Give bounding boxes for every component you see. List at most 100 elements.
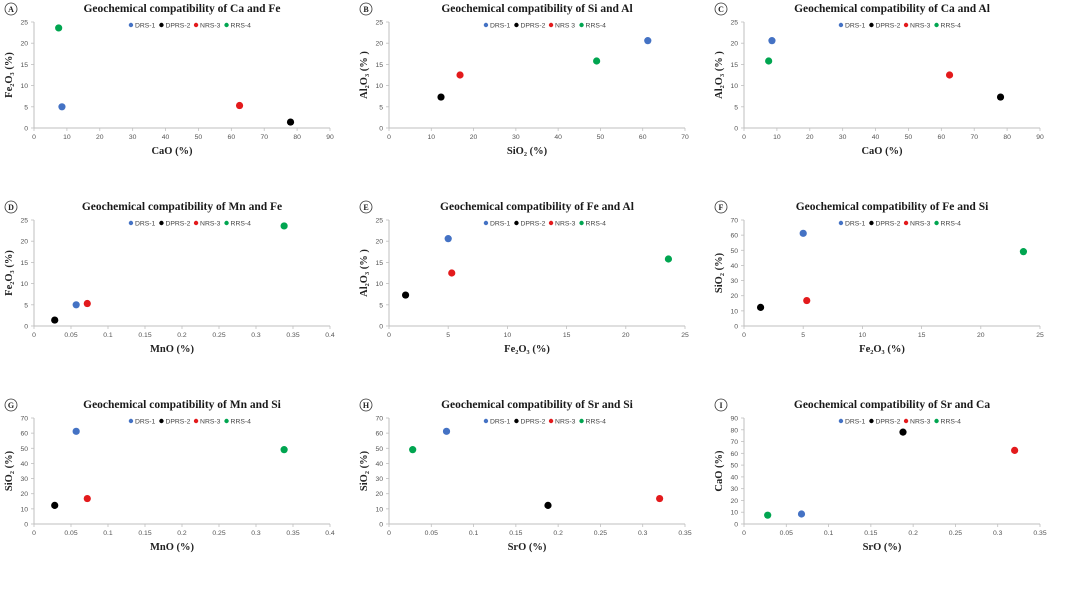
legend-label: NRS-3 (910, 221, 931, 228)
y-tick-label: 70 (730, 439, 738, 446)
legend-label: RRS-4 (231, 221, 252, 228)
data-point-rrs-4 (280, 222, 288, 230)
legend-marker (193, 22, 199, 28)
y-tick-label: 10 (730, 308, 738, 315)
x-tick-label: 15 (563, 332, 571, 339)
x-tick-label: 80 (293, 134, 301, 141)
panel-letter: D (4, 200, 18, 214)
legend-marker (579, 22, 584, 28)
data-point-nrs-3 (656, 494, 664, 503)
x-tick-label: 10 (504, 332, 512, 339)
chart-legend: DRS-1 DPRS-2 NRS-3 RRS-4 (838, 22, 961, 30)
data-point-nrs-3 (803, 296, 811, 305)
chart-svg: F Geochemical compatibility of Fe and Si D… (714, 200, 1044, 355)
chart-legend: DRS-1 DPRS-2 NRS-3 RRS-4 (838, 220, 962, 228)
legend-marker (548, 22, 554, 28)
legend-marker (548, 220, 554, 226)
panel-letter-text: H (363, 401, 370, 410)
chart-panel-g: G Geochemical compatibility of Mn and Si D… (0, 396, 355, 594)
legend-marker (934, 22, 939, 28)
panel-letter-circle (714, 398, 728, 412)
data-point-rrs-4 (280, 446, 288, 454)
legend-label: NRS-3 (910, 419, 931, 426)
panel-letter-text: A (8, 5, 14, 14)
y-tick-label: 5 (379, 302, 383, 309)
y-tick-label: 0 (734, 522, 738, 529)
panel-letter: F (714, 200, 728, 214)
y-axis-title: SiO₂ (%) (714, 252, 725, 293)
x-tick-label: 0.2 (553, 530, 563, 537)
y-tick-label: 20 (375, 41, 383, 48)
chart-svg: A Geochemical compatibility of Ca and Fe D… (4, 2, 334, 157)
x-tick-label: 10 (773, 134, 781, 141)
legend-label: RRS-4 (231, 419, 252, 426)
data-point-dprs-2 (544, 501, 552, 509)
data-point-dprs-2 (51, 501, 59, 509)
panel-letter-circle (359, 2, 373, 16)
x-axis-title: SrO (%) (863, 542, 902, 553)
chart-title: Geochemical compatibility of Fe and Si (796, 201, 989, 213)
x-tick-label: 0 (742, 332, 746, 339)
legend-label: DRS-1 (845, 419, 866, 426)
legend-label: DPRS-2 (875, 23, 900, 30)
x-tick-label: 70 (681, 134, 689, 141)
legend-marker (869, 220, 874, 226)
legend-label: NRS-3 (910, 23, 931, 30)
x-tick-label: 40 (872, 134, 880, 141)
panel-letter-text: G (8, 401, 14, 410)
legend-label: DPRS-2 (520, 419, 545, 426)
chart-title: Geochemical compatibility of Sr and Si (441, 399, 634, 411)
data-point-drs-1 (72, 427, 80, 435)
legend-label: DPRS-2 (875, 419, 900, 426)
y-axis-title: Al₂O₃ (% ) (359, 249, 370, 297)
y-tick-label: 0 (24, 324, 28, 331)
data-point-dprs-2 (51, 316, 59, 324)
chart-svg: C Geochemical compatibility of Ca and Al D… (714, 2, 1044, 157)
legend-label: NRS-3 (200, 419, 221, 426)
panel-letter-circle (4, 200, 18, 214)
x-tick-label: 10 (428, 134, 436, 141)
x-tick-label: 50 (597, 134, 605, 141)
x-tick-label: 20 (806, 134, 814, 141)
panel-letter-text: F (719, 203, 724, 212)
y-tick-label: 60 (730, 233, 738, 240)
y-tick-label: 10 (375, 506, 383, 513)
y-tick-label: 0 (24, 522, 28, 529)
panel-letter-text: C (718, 5, 724, 14)
legend-marker (514, 418, 519, 424)
legend-marker (838, 22, 844, 28)
y-tick-label: 40 (730, 474, 738, 481)
panel-letter-text: D (8, 203, 14, 212)
data-point-drs-1 (768, 37, 776, 45)
chart-svg: D Geochemical compatibility of Mn and Fe D… (4, 200, 335, 355)
chart-panel-b: B Geochemical compatibility of Si and Al D… (355, 0, 710, 198)
data-point-nrs-3 (456, 71, 464, 79)
y-tick-label: 5 (734, 104, 738, 111)
chart-panel-f: F Geochemical compatibility of Fe and Si D… (710, 198, 1065, 396)
panel-letter-circle (4, 2, 18, 16)
legend-marker (224, 220, 229, 226)
x-tick-label: 50 (905, 134, 913, 141)
x-tick-label: 0.25 (212, 332, 225, 339)
panel-letter-text: I (719, 401, 722, 410)
chart-legend: DRS-1 DPRS-2 NRS 3 RRS-4 (483, 22, 606, 30)
x-tick-label: 20 (96, 134, 104, 141)
legend-marker (159, 22, 164, 28)
x-tick-label: 0.2 (177, 332, 187, 339)
legend-marker (903, 220, 909, 226)
x-tick-label: 60 (938, 134, 946, 141)
x-tick-label: 0.15 (138, 530, 151, 537)
x-axis-title: SrO (%) (508, 542, 547, 553)
x-tick-label: 0.2 (908, 530, 918, 537)
x-tick-label: 80 (1003, 134, 1011, 141)
y-axis-title: Al₂O₃ (% ) (359, 51, 370, 99)
legend-label: RRS-4 (941, 221, 962, 228)
x-tick-label: 40 (554, 134, 562, 141)
x-tick-label: 10 (859, 332, 867, 339)
y-tick-label: 15 (20, 62, 28, 69)
y-tick-label: 20 (730, 41, 738, 48)
legend-marker (514, 220, 519, 226)
chart-svg: I Geochemical compatibility of Sr and Ca D… (714, 398, 1047, 553)
y-tick-label: 25 (375, 20, 383, 27)
